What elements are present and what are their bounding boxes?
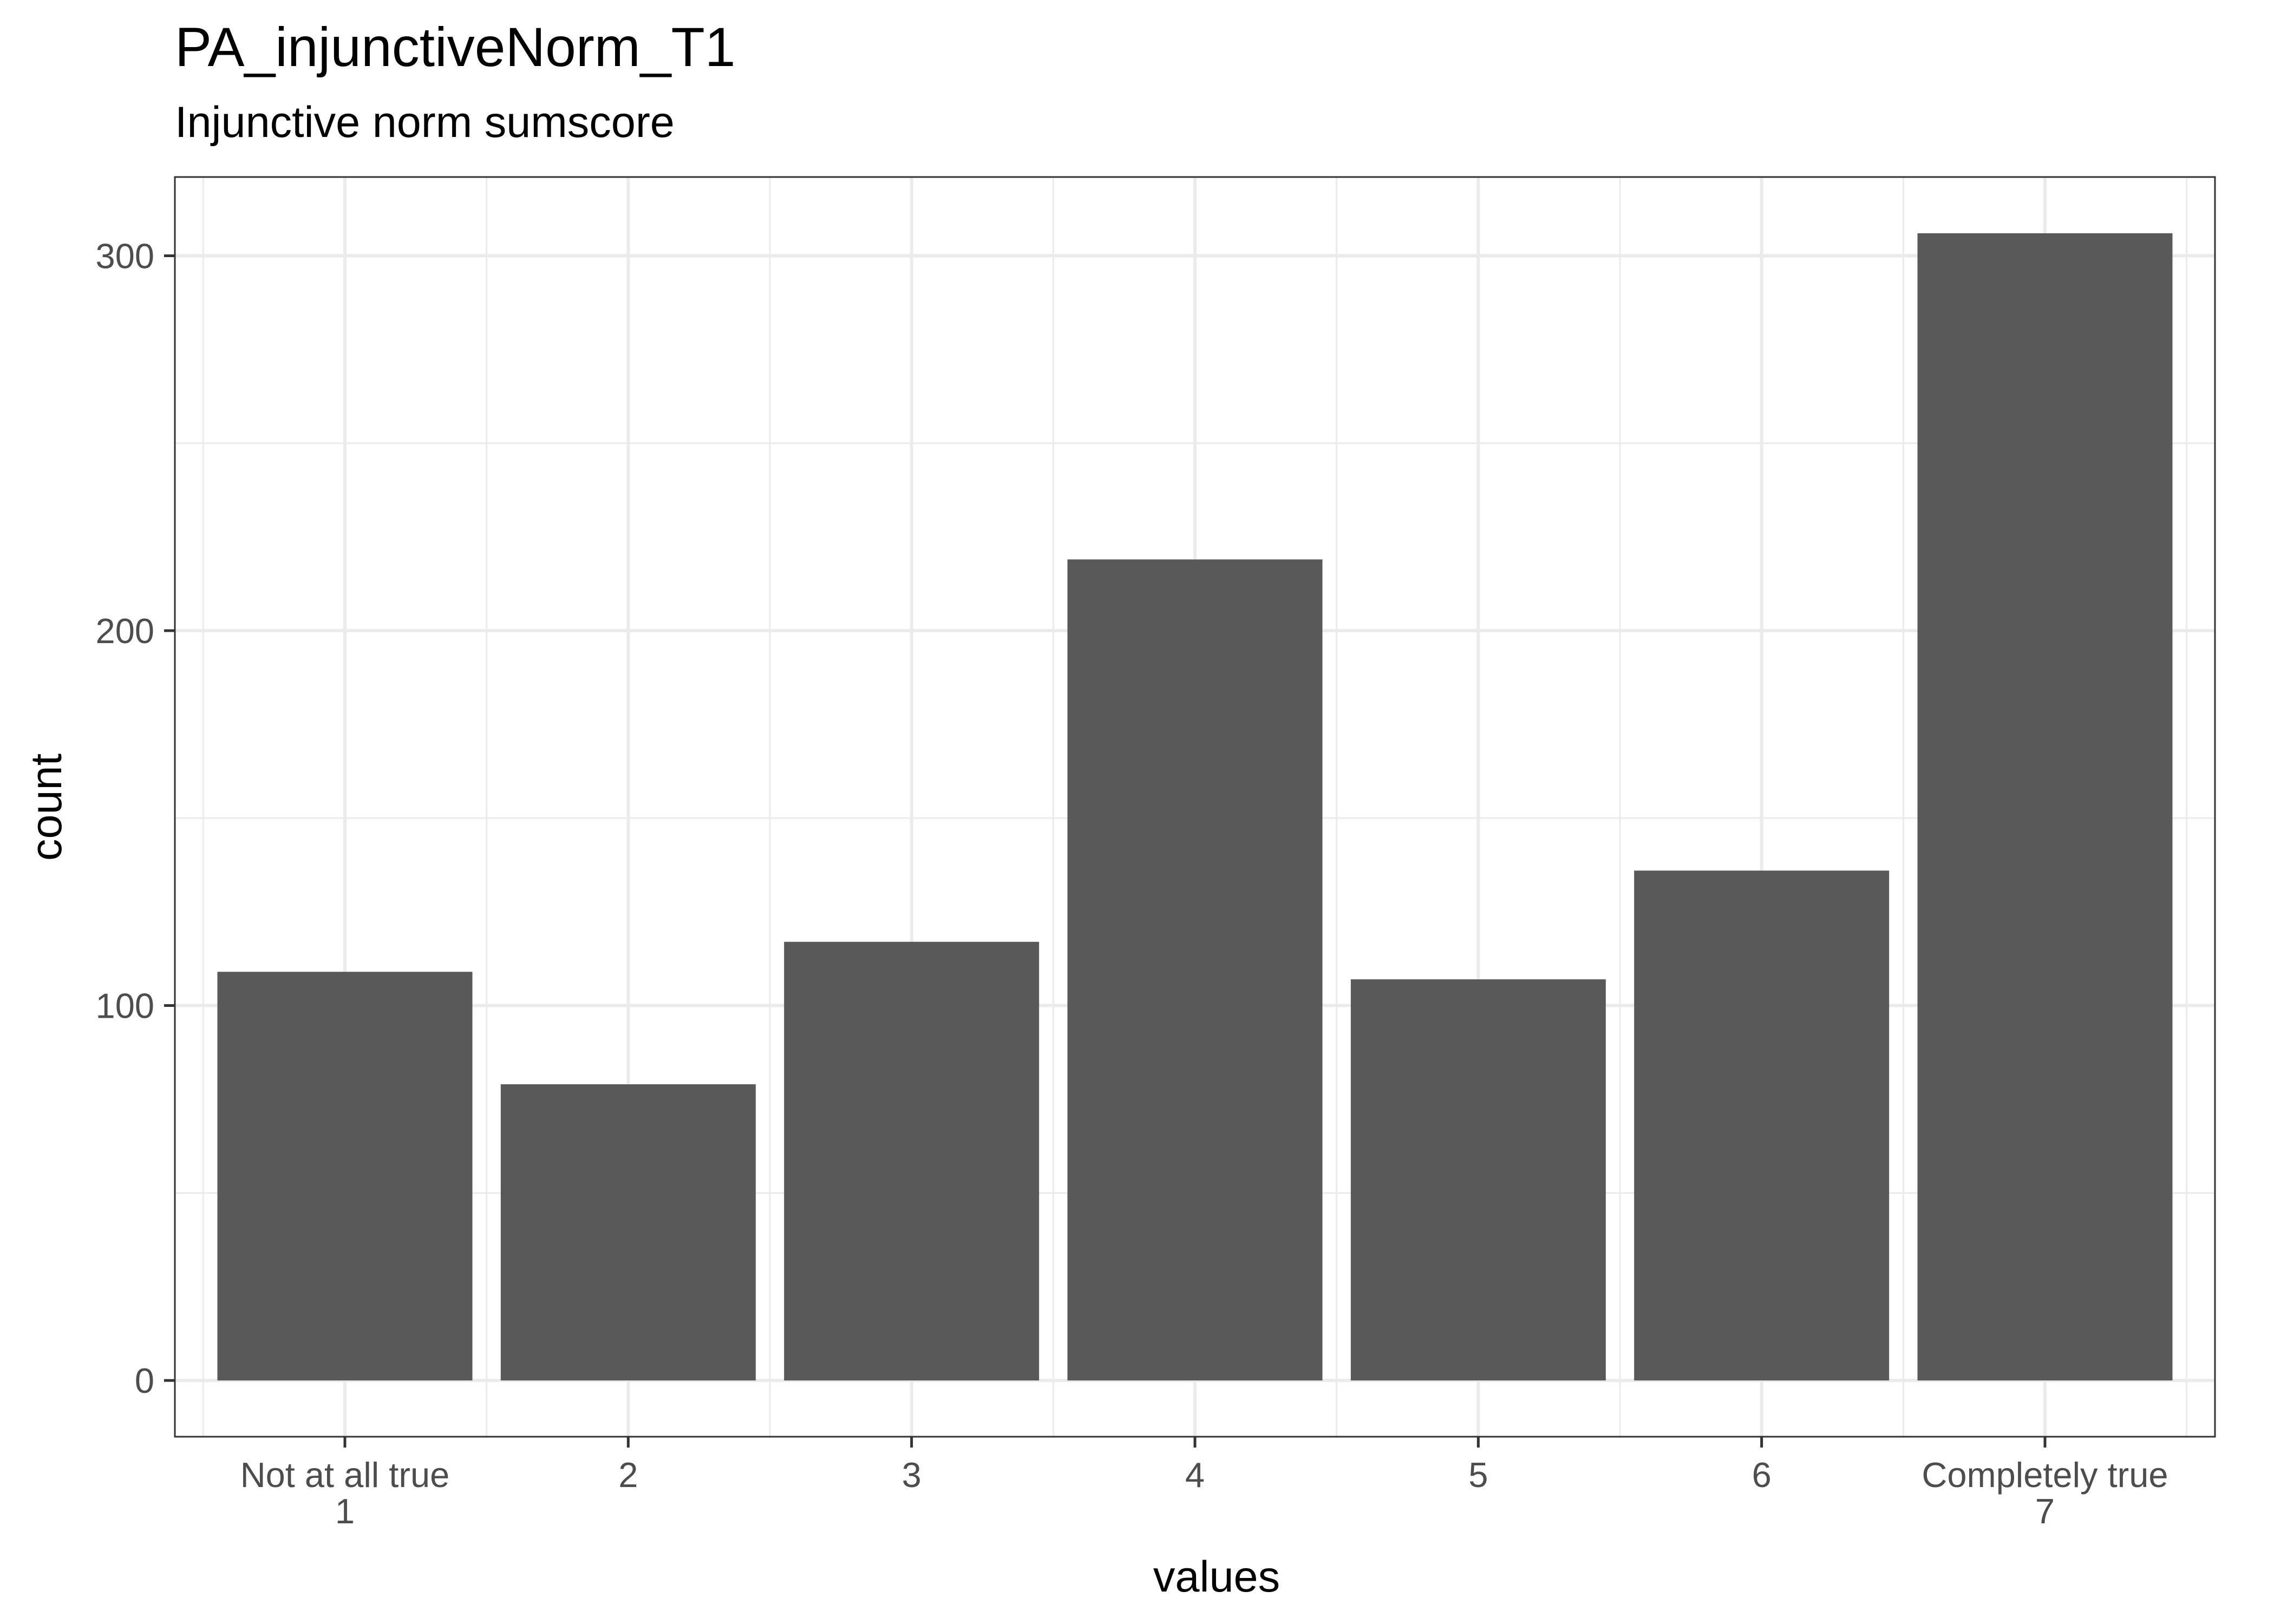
bar [1917,233,2173,1381]
bar [784,941,1040,1381]
bar [500,1084,756,1381]
y-tick-label: 100 [96,986,154,1026]
bars [217,233,2173,1381]
x-tick-label: 2 [618,1455,638,1495]
x-tick-label: 4 [1185,1455,1205,1495]
x-axis: Not at all true 1 2 3 4 5 6 Completely true 7 [240,1437,2168,1531]
bar [1350,979,1606,1381]
chart-title: PA_injunctiveNorm_T1 [175,16,736,78]
y-axis-title: count [22,754,71,861]
y-tick-label: 0 [135,1361,154,1400]
y-tick-label: 200 [96,611,154,651]
x-tick-label: Completely true 7 [1922,1455,2168,1531]
x-axis-title: values [1153,1553,1280,1601]
x-tick-label: 6 [1752,1455,1772,1495]
chart-subtitle: Injunctive norm sumscore [175,98,675,147]
bar [1067,559,1323,1381]
x-tick-label: Not at all true 1 [240,1455,450,1531]
x-tick-label: 3 [902,1455,922,1495]
x-tick-label: 5 [1468,1455,1488,1495]
bar [1634,870,1890,1381]
y-axis: 0 100 200 300 [96,236,175,1400]
bar [217,972,473,1381]
y-tick-label: 300 [96,236,154,276]
plot-panel: 0 100 200 300 Not at all true 1 2 3 4 5 6 Complete… [96,176,2216,1531]
